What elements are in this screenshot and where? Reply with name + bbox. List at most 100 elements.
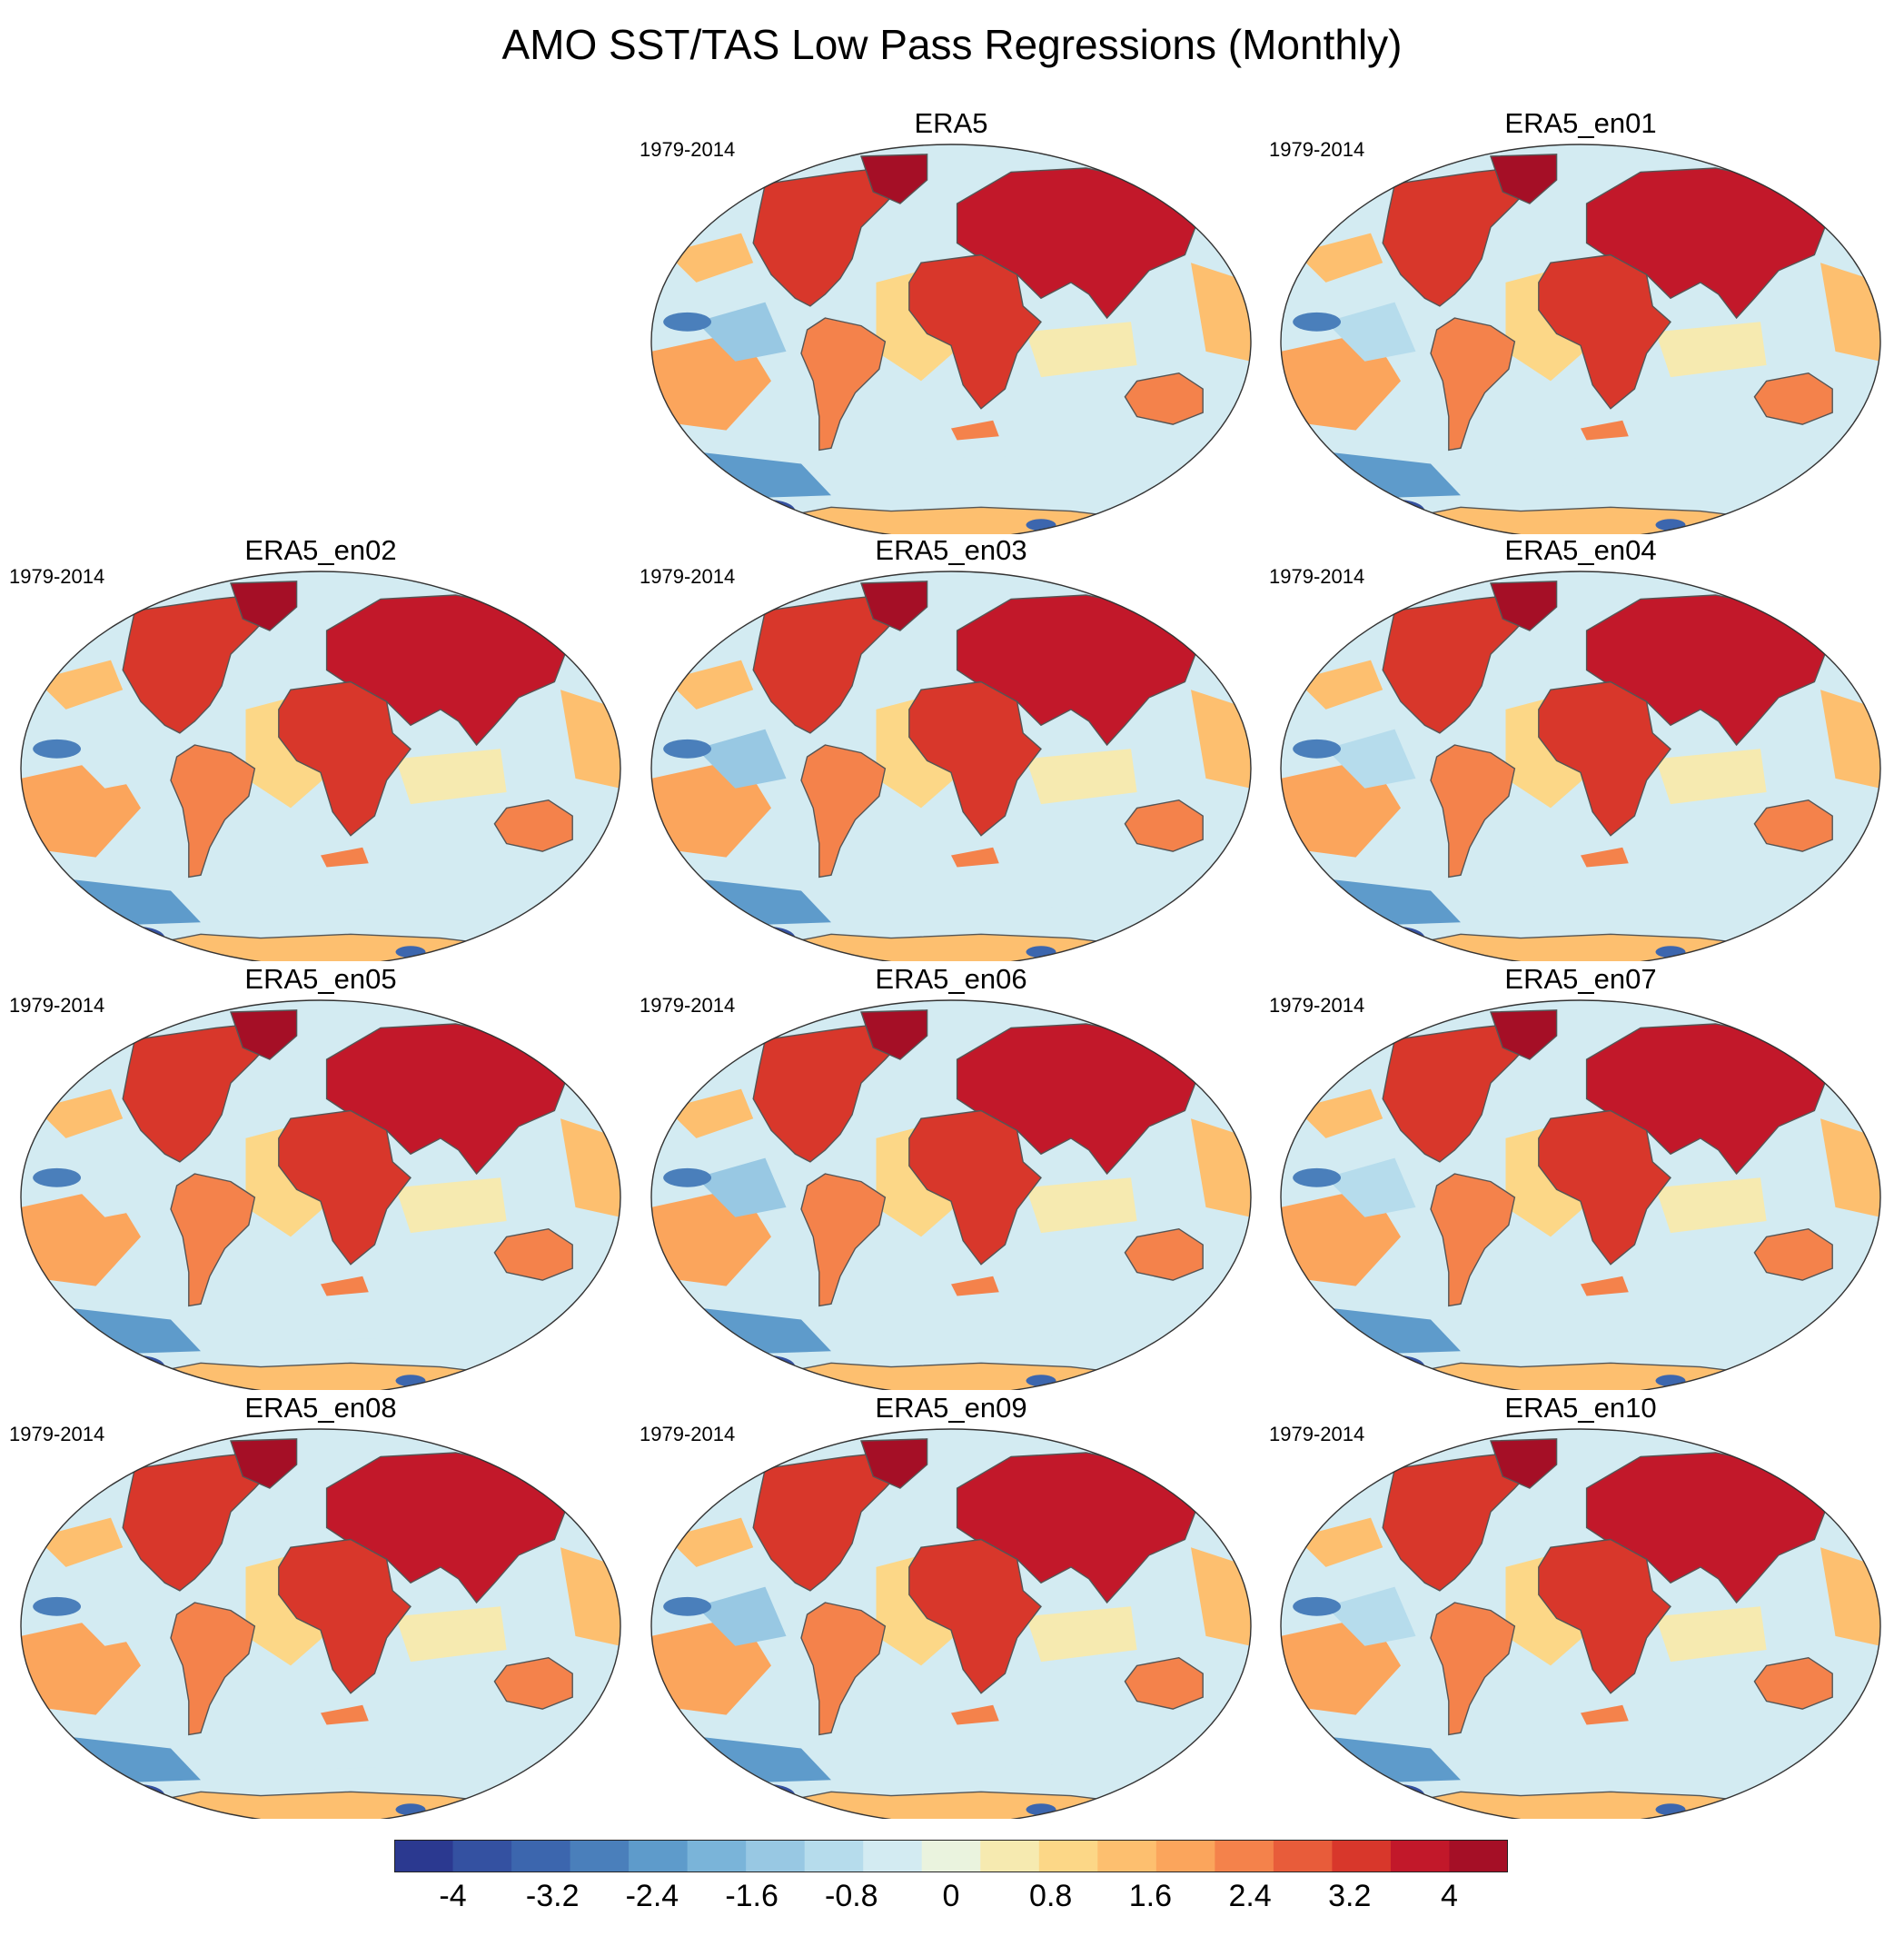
panel-title: ERA5_en04	[1504, 534, 1657, 566]
anomaly-region	[696, 729, 787, 789]
continent-australia	[1124, 1656, 1204, 1710]
anomaly-region	[1655, 1177, 1767, 1234]
colorbar-tick-label: -1.6	[725, 1879, 778, 1913]
colorbar-swatch	[1215, 1840, 1274, 1872]
continent-africa	[908, 1538, 1042, 1694]
map-panel: ERA5_en10 1979-2014	[1265, 1392, 1896, 1819]
anomaly-region	[560, 1547, 620, 1646]
cold-anomaly	[1293, 312, 1341, 332]
continent-southAmerica	[800, 317, 887, 452]
panel-title: ERA5_en08	[244, 1392, 397, 1424]
panel-period: 1979-2014	[1269, 565, 1365, 588]
anomaly-region	[1191, 263, 1251, 362]
colorbar-swatch	[921, 1840, 981, 1872]
anomaly-region	[1655, 322, 1767, 378]
anomaly-region	[696, 302, 787, 362]
anomaly-region	[395, 1177, 507, 1234]
continent-australia	[1124, 372, 1204, 425]
world-map	[1280, 999, 1881, 1390]
anomaly-region	[666, 660, 754, 710]
anomaly-region	[1026, 322, 1137, 378]
continent-greenland	[1490, 581, 1558, 631]
map-border	[650, 144, 1252, 534]
colorbar-tick-label: 0	[942, 1879, 960, 1913]
continent-southAmerica	[800, 1602, 887, 1736]
continent-southAmerica	[170, 1173, 256, 1307]
cold-anomaly	[104, 926, 165, 950]
anomaly-region	[1491, 455, 1701, 488]
continent-greenland	[230, 1009, 298, 1060]
continent-africa	[908, 253, 1042, 410]
anomaly-region	[35, 1088, 124, 1138]
world-map	[1280, 144, 1881, 534]
colorbar-swatch	[863, 1840, 923, 1872]
anomaly-region	[1295, 1517, 1383, 1567]
anomaly-region	[65, 1157, 156, 1217]
colorbar-swatch	[629, 1840, 689, 1872]
cold-anomaly	[735, 1355, 796, 1379]
continent-australia	[1753, 372, 1833, 425]
cold-anomaly	[1364, 1783, 1425, 1808]
cold-anomaly	[33, 739, 81, 759]
map-panel: ERA5_en07 1979-2014	[1265, 963, 1896, 1390]
panel-period: 1979-2014	[1269, 1423, 1365, 1445]
cold-anomaly	[1293, 1167, 1341, 1187]
anomaly-region	[1026, 1177, 1137, 1234]
continent-southAmerica	[1430, 317, 1516, 452]
colorbar	[394, 1840, 1508, 1872]
anomaly-region	[231, 882, 441, 915]
map-border	[20, 999, 621, 1390]
cold-anomaly	[663, 312, 711, 332]
panel-title: ERA5	[914, 107, 988, 139]
map-border	[650, 1428, 1252, 1819]
anomaly-region	[231, 1311, 441, 1344]
colorbar-tick-label: 3.2	[1328, 1879, 1372, 1913]
continent-greenland	[860, 1438, 928, 1489]
anomaly-region	[951, 1704, 999, 1725]
colorbar-swatch	[511, 1840, 571, 1872]
colorbar-tick-label: -2.4	[625, 1879, 679, 1913]
anomaly-region	[1581, 420, 1629, 441]
anomaly-region	[395, 1606, 507, 1663]
anomaly-region	[666, 1088, 754, 1138]
cold-anomaly	[735, 926, 796, 950]
anomaly-region	[321, 1704, 369, 1725]
panel-title: ERA5_en01	[1504, 107, 1657, 139]
panel-title: ERA5_en03	[875, 534, 1027, 566]
colorbar-swatch	[570, 1840, 630, 1872]
anomaly-region	[65, 1586, 156, 1646]
anomaly-region	[951, 1276, 999, 1296]
anomaly-region	[1820, 1118, 1880, 1217]
anomaly-region	[395, 749, 507, 805]
colorbar-tick-label: 0.8	[1029, 1879, 1073, 1913]
map-border	[1280, 571, 1881, 961]
panel-period: 1979-2014	[9, 565, 105, 588]
colorbar-swatch	[804, 1840, 864, 1872]
cold-anomaly	[663, 1167, 711, 1187]
colorbar-swatch	[1097, 1840, 1157, 1872]
continent-southAmerica	[800, 744, 887, 879]
anomaly-region	[35, 1517, 124, 1567]
continent-africa	[1538, 1538, 1671, 1694]
cold-anomaly	[735, 499, 796, 523]
map-panel: ERA5_en09 1979-2014	[636, 1392, 1266, 1819]
continent-southAmerica	[1430, 744, 1516, 879]
anomaly-region	[1491, 1740, 1701, 1772]
continent-australia	[1753, 1656, 1833, 1710]
anomaly-region	[231, 1740, 441, 1772]
panel-period: 1979-2014	[640, 138, 736, 161]
cold-anomaly	[1364, 926, 1425, 950]
cold-anomaly	[33, 1167, 81, 1187]
cold-anomaly	[104, 1355, 165, 1379]
anomaly-region	[35, 660, 124, 710]
map-border	[650, 571, 1252, 961]
anomaly-region	[1655, 749, 1767, 805]
anomaly-region	[321, 1276, 369, 1296]
colorbar-swatch	[1155, 1840, 1215, 1872]
panel-title: ERA5_en07	[1504, 963, 1657, 995]
colorbar-swatch	[746, 1840, 806, 1872]
continent-greenland	[230, 1438, 298, 1489]
anomaly-region	[666, 1517, 754, 1567]
colorbar-swatch	[1390, 1840, 1450, 1872]
panel-title: ERA5_en09	[875, 1392, 1027, 1424]
